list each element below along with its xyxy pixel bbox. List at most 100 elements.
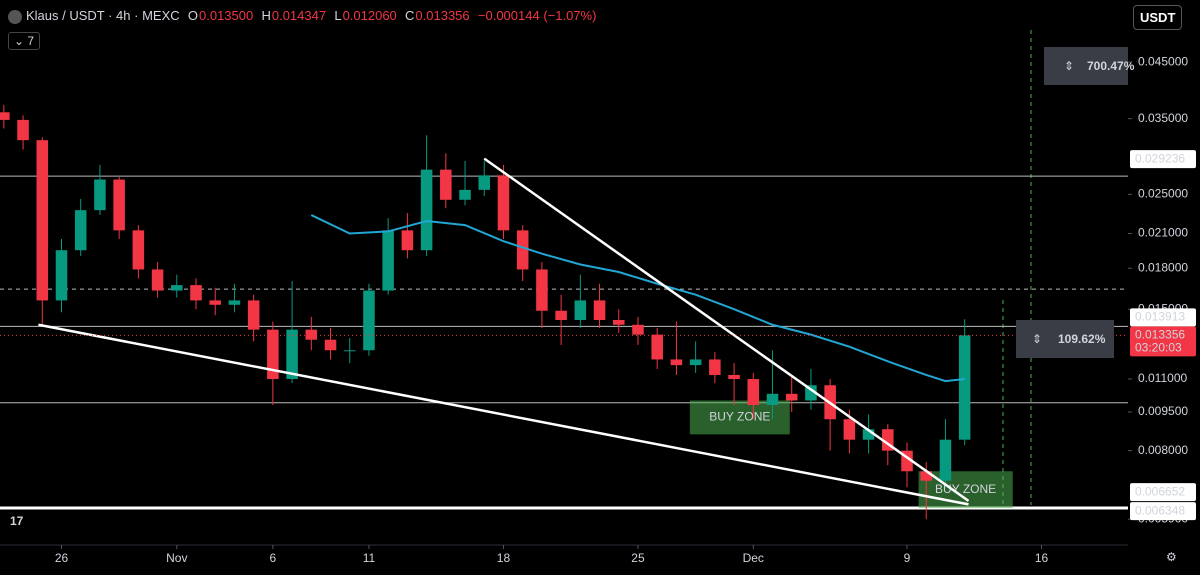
measure-icon: ⇕ bbox=[1032, 332, 1042, 346]
candle-body bbox=[613, 319, 625, 325]
candle-body bbox=[382, 230, 394, 291]
candle-body bbox=[632, 324, 644, 335]
candle-body bbox=[670, 359, 683, 366]
price-label: 0.029236 bbox=[1135, 151, 1185, 165]
y-tick-label: 0.021000 bbox=[1138, 226, 1188, 240]
last-price-box bbox=[1130, 326, 1196, 357]
candle-body bbox=[728, 374, 740, 380]
candle-body bbox=[113, 179, 125, 231]
legend: Klaus / USDT · 4h · MEXC O0.013500 H0.01… bbox=[8, 8, 597, 24]
trendline bbox=[38, 323, 969, 506]
candle-body bbox=[286, 329, 298, 380]
candle-body bbox=[401, 230, 414, 251]
price-axis bbox=[1128, 0, 1200, 575]
measure-label: 700.47% bbox=[1087, 59, 1135, 73]
x-tick-label: 26 bbox=[55, 551, 69, 565]
l-value: 0.012060 bbox=[342, 8, 397, 23]
candle-body bbox=[324, 339, 337, 351]
candle-body bbox=[766, 393, 779, 406]
price-label-box bbox=[1130, 502, 1196, 521]
candle-body bbox=[478, 175, 491, 190]
candle-body bbox=[920, 471, 932, 481]
y-tick-label: 0.009500 bbox=[1138, 404, 1188, 418]
candle-body bbox=[785, 393, 798, 401]
candle-body bbox=[516, 230, 529, 270]
candle-body bbox=[862, 429, 875, 440]
candle-body bbox=[459, 189, 471, 200]
price-label: 0.013913 bbox=[1135, 310, 1185, 324]
x-tick-label: 18 bbox=[497, 551, 511, 565]
trendline bbox=[483, 157, 970, 502]
x-tick-label: Dec bbox=[743, 551, 764, 565]
candle-body bbox=[363, 290, 375, 351]
last-price-label: 0.013356 bbox=[1135, 328, 1185, 342]
candle-body bbox=[593, 300, 606, 320]
measure-box bbox=[1044, 47, 1128, 85]
candle-body bbox=[651, 334, 663, 360]
candle-body bbox=[939, 439, 952, 481]
candle-body bbox=[0, 112, 10, 120]
y-tick-label: 0.025000 bbox=[1138, 186, 1188, 200]
candle-body bbox=[420, 169, 433, 251]
candle-body bbox=[17, 119, 29, 141]
candle-body bbox=[171, 285, 183, 291]
candle-body bbox=[190, 285, 202, 301]
change: −0.000144 (−1.07%) bbox=[477, 8, 597, 23]
buy-zone-label: BUY ZONE bbox=[709, 410, 770, 424]
candle-body bbox=[94, 179, 106, 211]
candle-body bbox=[574, 300, 587, 320]
indicator-count: 7 bbox=[27, 34, 35, 48]
candle-body bbox=[536, 269, 548, 311]
x-tick-label: 6 bbox=[270, 551, 277, 565]
x-tick-label: 16 bbox=[1035, 551, 1049, 565]
candle-body bbox=[36, 140, 49, 301]
candle-body bbox=[55, 250, 68, 301]
candle-body bbox=[209, 300, 221, 305]
symbol-icon bbox=[8, 9, 22, 24]
buy-zone bbox=[689, 400, 790, 435]
price-label-box bbox=[1130, 308, 1196, 327]
measure-label: 109.62% bbox=[1058, 332, 1106, 346]
logo: 17 bbox=[10, 514, 24, 528]
price-label: 0.006348 bbox=[1135, 503, 1185, 517]
candle-body bbox=[555, 310, 567, 320]
measure-box bbox=[1016, 320, 1114, 358]
x-tick-label: Nov bbox=[166, 551, 187, 565]
candle-body bbox=[882, 429, 894, 451]
settings-icon[interactable]: ⚙ bbox=[1166, 550, 1177, 564]
y-tick-label: 0.018000 bbox=[1138, 260, 1188, 274]
buy-zone-label: BUY ZONE bbox=[935, 482, 996, 496]
y-tick-label: 0.045000 bbox=[1138, 54, 1188, 68]
y-tick-label: 0.035000 bbox=[1138, 111, 1188, 125]
candle-body bbox=[228, 300, 241, 305]
l-label: L bbox=[334, 8, 342, 23]
price-label-box bbox=[1130, 483, 1196, 502]
o-value: 0.013500 bbox=[199, 8, 254, 23]
price-label: 0.006652 bbox=[1135, 484, 1185, 498]
plot: BUY ZONE BUY ZONE bbox=[0, 104, 1128, 520]
candle-body bbox=[305, 329, 318, 340]
candle-body bbox=[151, 269, 164, 291]
candle-body bbox=[132, 230, 145, 270]
candle-body bbox=[343, 350, 356, 352]
y-tick-label: 0.011000 bbox=[1138, 371, 1187, 385]
candle-body bbox=[901, 450, 913, 472]
candle-body bbox=[958, 335, 971, 440]
candle-body bbox=[805, 385, 817, 401]
symbol: Klaus / USDT · 4h · MEXC bbox=[26, 8, 180, 23]
x-tick-label: 25 bbox=[631, 551, 645, 565]
y-tick-label: 0.008000 bbox=[1138, 443, 1188, 457]
candle-body bbox=[267, 329, 279, 380]
indicator-toggle[interactable]: ⌄ 7 bbox=[8, 32, 41, 50]
countdown: 03:20:03 bbox=[1135, 341, 1182, 355]
h-label: H bbox=[261, 8, 271, 23]
candle-body bbox=[689, 359, 702, 366]
candle-body bbox=[843, 419, 856, 440]
moving-average bbox=[310, 214, 965, 383]
currency-button[interactable]: USDT bbox=[1133, 5, 1183, 30]
h-value: 0.014347 bbox=[271, 8, 327, 23]
candle-body bbox=[709, 359, 721, 375]
